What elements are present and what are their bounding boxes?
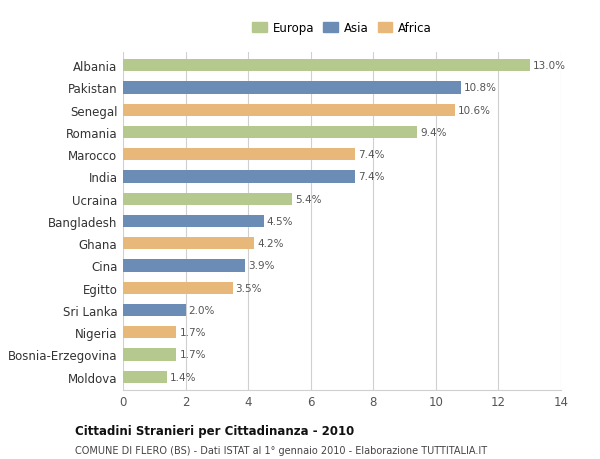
Text: 4.2%: 4.2% (257, 239, 284, 249)
Text: 7.4%: 7.4% (358, 172, 384, 182)
Text: 3.9%: 3.9% (248, 261, 275, 271)
Bar (123, 326, 176, 339)
Text: 10.6%: 10.6% (458, 106, 491, 116)
Text: 3.5%: 3.5% (236, 283, 262, 293)
Text: 13.0%: 13.0% (533, 61, 566, 71)
Bar (123, 171, 355, 183)
Text: 9.4%: 9.4% (420, 128, 447, 138)
Bar (123, 238, 254, 250)
Text: 1.7%: 1.7% (179, 350, 206, 360)
Bar (123, 260, 245, 272)
Bar (123, 60, 530, 72)
Bar (123, 104, 455, 117)
Bar (123, 348, 176, 361)
Bar (123, 127, 417, 139)
Bar (123, 82, 461, 95)
Bar (123, 149, 355, 161)
Text: Cittadini Stranieri per Cittadinanza - 2010: Cittadini Stranieri per Cittadinanza - 2… (75, 425, 354, 437)
Bar (123, 371, 167, 383)
Text: 5.4%: 5.4% (295, 194, 322, 204)
Text: 1.4%: 1.4% (170, 372, 196, 382)
Bar (123, 215, 264, 228)
Text: 4.5%: 4.5% (267, 217, 293, 226)
Text: 10.8%: 10.8% (464, 83, 497, 93)
Bar (123, 282, 233, 294)
Legend: Europa, Asia, Africa: Europa, Asia, Africa (249, 18, 435, 38)
Text: 2.0%: 2.0% (188, 305, 215, 315)
Text: 7.4%: 7.4% (358, 150, 384, 160)
Bar (123, 304, 185, 316)
Text: 1.7%: 1.7% (179, 327, 206, 337)
Bar (123, 193, 292, 205)
Text: COMUNE DI FLERO (BS) - Dati ISTAT al 1° gennaio 2010 - Elaborazione TUTTITALIA.I: COMUNE DI FLERO (BS) - Dati ISTAT al 1° … (75, 445, 487, 455)
